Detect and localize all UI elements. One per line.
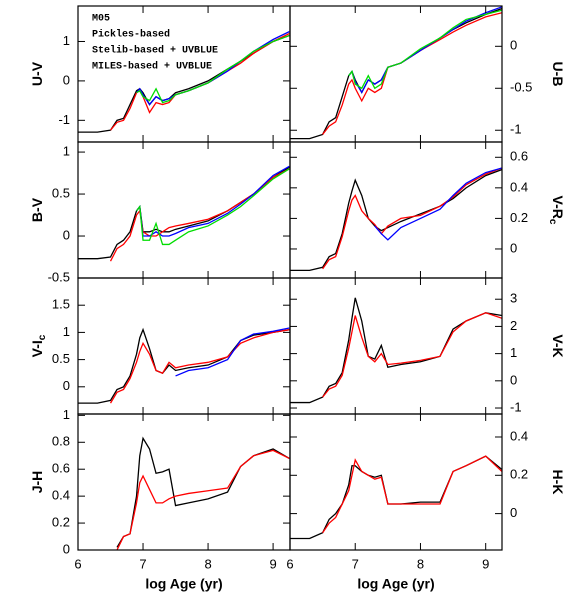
x-tick-label: 6 [286, 556, 293, 571]
x-tick-label: 9 [482, 556, 489, 571]
legend-entry: MILES-based + UVBLUE [92, 61, 212, 73]
y-tick-label: 0.4 [52, 488, 70, 503]
panel-frame [77, 413, 291, 551]
series-line [348, 9, 502, 90]
series-line [136, 34, 290, 104]
y-tick-label: 0.2 [510, 467, 528, 482]
y-axis-label: V-Rc [547, 196, 566, 225]
x-tick-label: 7 [139, 556, 146, 571]
y-tick-label: 0.5 [52, 185, 70, 200]
y-tick-label: 0 [510, 240, 517, 255]
series-line [290, 7, 502, 140]
y-tick-label: 0.4 [510, 428, 528, 443]
series-line [322, 12, 502, 135]
y-axis-label-text: V-I [29, 340, 45, 357]
series-line [116, 436, 290, 548]
y-axis-label-text: U-V [29, 61, 45, 86]
y-axis-label: H-K [550, 470, 566, 495]
legend-entry: Pickles-based [92, 29, 170, 41]
y-axis-label-text: B-V [29, 197, 45, 222]
x-tick-label: 8 [204, 556, 211, 571]
series-line [136, 165, 290, 237]
y-tick-label: 0 [510, 372, 517, 387]
y-axis-label-text: H-K [550, 470, 566, 495]
y-tick-label: 0.4 [510, 179, 528, 194]
series-line [109, 168, 290, 262]
y-axis-label-text: V-R [550, 196, 566, 219]
series-line [116, 449, 290, 550]
panel-frame [289, 141, 503, 279]
legend-entry: Stelib-based + UVBLUE [92, 45, 218, 57]
y-tick-label: -1 [510, 122, 522, 137]
y-axis-label: V-K [550, 334, 566, 357]
series-line [78, 166, 290, 260]
y-axis-label-sub: c [547, 219, 558, 225]
y-tick-label: 0.5 [52, 351, 70, 366]
y-tick-label: 0.2 [510, 210, 528, 225]
series-line [322, 167, 502, 270]
y-tick-label: 0 [63, 541, 70, 556]
y-tick-label: 3 [510, 291, 517, 306]
y-tick-label: 0 [510, 505, 517, 520]
x-axis-label: log Age (yr) [357, 576, 434, 592]
y-tick-label: 0 [510, 38, 517, 53]
panel-frame [289, 413, 503, 551]
series-line [136, 168, 290, 246]
y-axis-label: B-V [29, 197, 45, 222]
y-tick-label: -0.5 [510, 80, 532, 95]
series-line [290, 168, 502, 272]
y-tick-label: 0 [63, 378, 70, 393]
y-axis-label: U-V [29, 61, 45, 86]
y-axis-label-text: J-H [29, 471, 45, 494]
y-axis-label: J-H [29, 471, 45, 494]
y-tick-label: 1 [510, 345, 517, 360]
y-tick-label: 1 [63, 33, 70, 48]
y-tick-label: 1 [63, 144, 70, 159]
series-line [322, 455, 502, 534]
y-tick-label: 1 [63, 324, 70, 339]
y-axis-label-text: V-K [550, 334, 566, 357]
y-tick-label: 0.6 [510, 149, 528, 164]
x-tick-label: 9 [269, 556, 276, 571]
y-axis-label: V-Ic [29, 334, 48, 357]
y-tick-label: 1.5 [52, 297, 70, 312]
panel-frame [77, 5, 291, 143]
y-tick-label: 1 [63, 407, 70, 422]
y-tick-label: 0.2 [52, 515, 70, 530]
series-line [175, 327, 290, 377]
y-axis-label-sub: c [37, 334, 48, 340]
series-line [290, 455, 502, 540]
y-tick-label: 2 [510, 318, 517, 333]
legend-entry: M05 [92, 14, 110, 25]
series-line [322, 312, 502, 398]
y-tick-label: 0 [63, 227, 70, 242]
panel-frame [77, 277, 291, 415]
series-line [290, 297, 502, 404]
series-line [109, 329, 290, 404]
y-tick-label: 0.8 [52, 434, 70, 449]
y-tick-label: 0 [63, 72, 70, 87]
y-tick-label: -1 [58, 112, 70, 127]
y-tick-label: 0.6 [52, 461, 70, 476]
y-tick-label: -1 [510, 399, 522, 414]
y-tick-label: -0.5 [48, 269, 70, 284]
panel-frame [289, 277, 503, 415]
x-axis-label: log Age (yr) [145, 576, 222, 592]
y-axis-label-text: U-B [550, 62, 566, 87]
panel-frame [289, 5, 503, 143]
series-line [374, 167, 502, 241]
x-tick-label: 8 [417, 556, 424, 571]
x-tick-label: 6 [74, 556, 81, 571]
y-axis-label: U-B [550, 62, 566, 87]
x-tick-label: 7 [352, 556, 359, 571]
series-line [110, 33, 290, 131]
